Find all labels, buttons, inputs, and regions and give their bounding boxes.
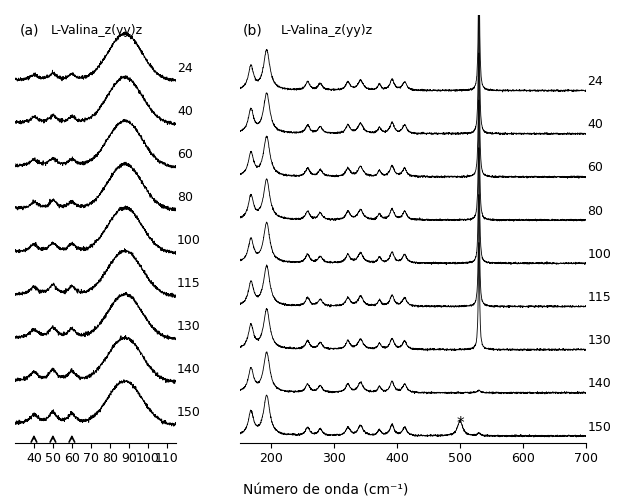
Text: 150: 150 bbox=[177, 406, 201, 419]
Text: (b): (b) bbox=[243, 24, 263, 38]
Text: 24: 24 bbox=[177, 62, 193, 75]
Text: 130: 130 bbox=[587, 334, 611, 347]
Text: 130: 130 bbox=[177, 320, 201, 333]
Text: L-Valina_z(yy)z: L-Valina_z(yy)z bbox=[281, 24, 373, 37]
Text: 60: 60 bbox=[177, 148, 193, 161]
Text: 40: 40 bbox=[587, 118, 603, 131]
Text: 100: 100 bbox=[587, 248, 611, 261]
Text: 150: 150 bbox=[587, 421, 611, 434]
Text: Número de onda (cm⁻¹): Número de onda (cm⁻¹) bbox=[243, 484, 408, 498]
Text: 24: 24 bbox=[587, 75, 603, 88]
Text: *: * bbox=[456, 416, 464, 431]
Text: 140: 140 bbox=[177, 363, 201, 376]
Text: 140: 140 bbox=[587, 377, 611, 390]
Text: 115: 115 bbox=[587, 291, 611, 304]
Text: L-Valina_z(yy)z: L-Valina_z(yy)z bbox=[51, 24, 143, 37]
Text: (a): (a) bbox=[20, 24, 39, 38]
Text: 40: 40 bbox=[177, 105, 193, 118]
Text: 80: 80 bbox=[177, 191, 193, 204]
Text: 60: 60 bbox=[587, 161, 603, 175]
Text: 100: 100 bbox=[177, 234, 201, 247]
Text: 80: 80 bbox=[587, 205, 603, 218]
Text: 115: 115 bbox=[177, 277, 201, 290]
